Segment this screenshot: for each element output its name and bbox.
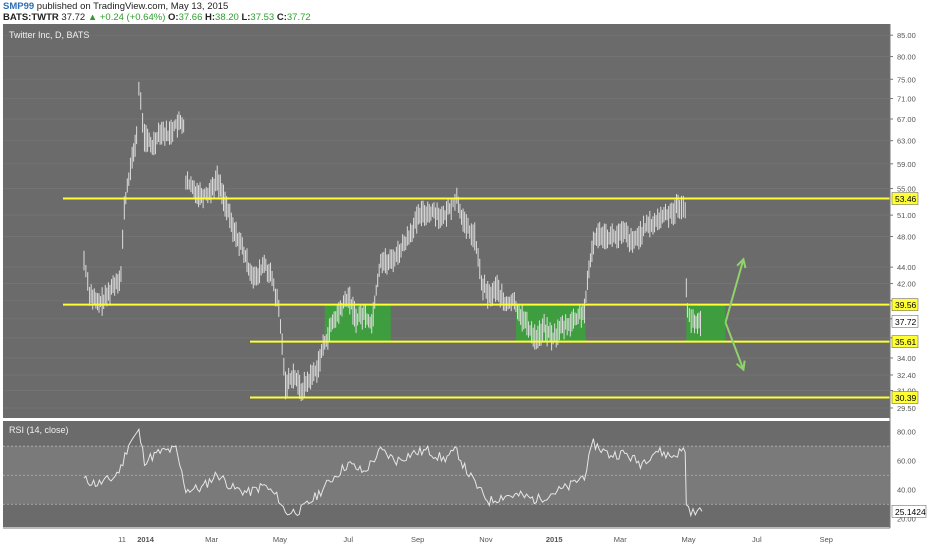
support-zone	[686, 304, 726, 342]
price-tick-label: 80.00	[897, 53, 916, 62]
level-tag-label: 35.61	[895, 337, 917, 347]
price-gridlines	[3, 34, 890, 409]
price-tick-label: 71.00	[897, 95, 916, 104]
price-axis[interactable]	[890, 24, 932, 528]
time-tick-label: 2015	[546, 535, 563, 544]
level-tag	[891, 298, 919, 311]
support-zone	[516, 304, 586, 342]
chart-header: SMP99 published on TradingView.com, May …	[0, 0, 932, 24]
time-axis[interactable]	[3, 528, 890, 550]
close-label: C:	[276, 12, 287, 23]
price-tick-label: 32.40	[897, 371, 916, 380]
publish-text: published on TradingView.com, May 13, 20…	[36, 1, 229, 12]
price-tick-label: 31.00	[897, 387, 916, 396]
level-tag	[891, 391, 919, 404]
time-tick-label: Jul	[343, 535, 353, 544]
time-axis-ticks: 11 2014 Mar May Jul Sep Nov 2015 Mar May Jul Sep	[118, 535, 833, 544]
time-tick-label: Sep	[820, 535, 833, 544]
price-tick-label: 48.00	[897, 232, 916, 241]
time-tick-label: Mar	[205, 535, 218, 544]
open-label: O:	[168, 12, 179, 23]
price-tick-label: 59.00	[897, 160, 916, 169]
open-value: 37.66	[178, 12, 203, 23]
price-tick-label: 34.00	[897, 354, 916, 363]
level-tags-layer: 53.46 39.56 35.61 30.39 37.72	[891, 192, 919, 404]
up-triangle-icon: ▲	[87, 12, 98, 23]
level-tag-label: 53.46	[895, 194, 917, 204]
low-label: L:	[241, 12, 251, 23]
time-tick-label: Nov	[479, 535, 493, 544]
close-value: 37.72	[286, 12, 311, 23]
price-tick-label: 63.00	[897, 137, 916, 146]
price-tick-label: 29.50	[897, 404, 916, 413]
price-tick-label: 75.00	[897, 75, 916, 84]
level-tag	[891, 192, 919, 205]
time-tick-label: Jul	[752, 535, 762, 544]
time-tick-label: 11	[118, 535, 126, 544]
time-tick-label: May	[681, 535, 695, 544]
last-price-tag-label: 37.72	[895, 317, 917, 327]
price-tick-label: 85.00	[897, 31, 916, 40]
publish-line: SMP99 published on TradingView.com, May …	[3, 1, 228, 12]
projection-arrow-down	[724, 322, 745, 370]
price-tick-label: 55.00	[897, 185, 916, 194]
projection-arrow-up	[724, 258, 745, 323]
arrows-layer	[724, 257, 747, 372]
rsi-last-tag-label: 25.1424	[895, 507, 926, 517]
time-tick-label: 2014	[137, 535, 155, 544]
rsi-series-layer	[83, 427, 703, 518]
price-tick-label: 44.00	[897, 263, 916, 272]
level-tag	[891, 335, 919, 348]
rsi-tick-label: 60.00	[897, 457, 916, 466]
price-tick-label: 51.00	[897, 211, 916, 220]
time-tick-label: May	[273, 535, 287, 544]
symbol-label: BATS:TWTR	[3, 12, 59, 23]
price-tick-label: 67.00	[897, 115, 916, 124]
rsi-last-tag	[891, 505, 927, 518]
rsi-tick-label: 20.00	[897, 515, 916, 524]
rsi-band-layer	[3, 445, 890, 505]
rsi-line	[83, 427, 703, 518]
rsi-tick-label: 80.00	[897, 428, 916, 437]
ohlc-line: BATS:TWTR 37.72 ▲ +0.24 (+0.64%) O:37.66…	[3, 12, 311, 23]
level-tag-label: 30.39	[895, 393, 917, 403]
levels-layer	[63, 197, 890, 399]
change-value: +0.24 (+0.64%)	[99, 12, 166, 23]
price-series-layer	[83, 81, 702, 402]
arrow-head-icon	[736, 257, 747, 269]
price-pane-title: Twitter Inc, D, BATS	[9, 30, 89, 40]
pane-divider[interactable]	[3, 418, 890, 421]
price-tick-label: 42.00	[897, 280, 916, 289]
arrow-head-icon	[735, 360, 746, 372]
time-tick-label: Mar	[614, 535, 627, 544]
last-price-tag	[891, 315, 919, 328]
time-tick-label: Sep	[411, 535, 424, 544]
author-link[interactable]: SMP99	[3, 1, 35, 12]
high-label: H:	[205, 12, 216, 23]
last-price: 37.72	[61, 12, 86, 23]
rsi-tick-label: 40.00	[897, 486, 916, 495]
low-value: 37.53	[250, 12, 275, 23]
level-tag-label: 39.56	[895, 300, 917, 310]
rsi-pane-title: RSI (14, close)	[9, 425, 69, 435]
high-value: 38.20	[215, 12, 239, 23]
